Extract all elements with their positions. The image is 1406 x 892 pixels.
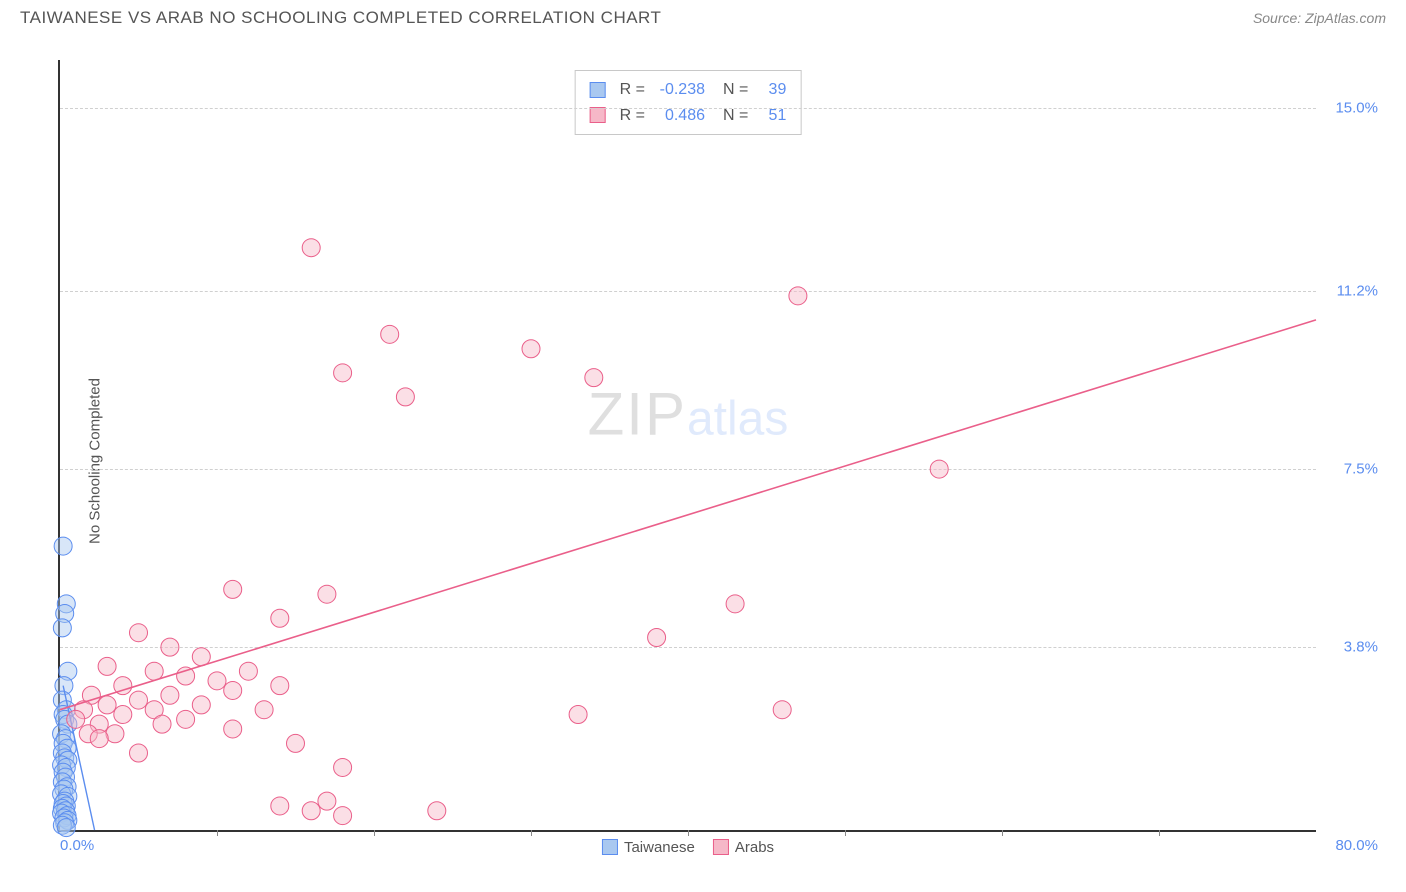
data-point	[569, 706, 587, 724]
data-point	[381, 325, 399, 343]
data-point	[224, 580, 242, 598]
data-point	[90, 730, 108, 748]
data-point	[271, 609, 289, 627]
data-point	[789, 287, 807, 305]
x-origin-label: 0.0%	[60, 837, 94, 854]
data-point	[208, 672, 226, 690]
data-point	[239, 662, 257, 680]
data-point	[53, 619, 71, 637]
data-point	[106, 725, 124, 743]
data-point	[98, 657, 116, 675]
data-point	[726, 595, 744, 613]
data-point	[177, 667, 195, 685]
legend-swatch	[713, 839, 729, 855]
data-point	[224, 720, 242, 738]
data-point	[318, 585, 336, 603]
data-point	[773, 701, 791, 719]
x-tick	[374, 830, 375, 836]
data-point	[930, 460, 948, 478]
data-point	[161, 638, 179, 656]
data-point	[334, 758, 352, 776]
data-point	[522, 340, 540, 358]
trend-line	[60, 320, 1316, 710]
x-max-label: 80.0%	[1335, 837, 1378, 854]
data-point	[318, 792, 336, 810]
y-tick-label: 15.0%	[1335, 100, 1378, 117]
chart-container: No Schooling Completed ZIPatlas 0.0% 80.…	[18, 50, 1386, 872]
legend-item: Arabs	[713, 839, 774, 856]
x-tick	[531, 830, 532, 836]
source-label: Source: ZipAtlas.com	[1253, 10, 1386, 26]
x-tick	[217, 830, 218, 836]
data-point	[192, 696, 210, 714]
data-point	[302, 239, 320, 257]
y-tick-label: 11.2%	[1337, 283, 1378, 300]
x-tick	[1159, 830, 1160, 836]
x-tick	[688, 830, 689, 836]
data-point	[302, 802, 320, 820]
data-point	[177, 710, 195, 728]
data-point	[130, 691, 148, 709]
data-point	[334, 364, 352, 382]
data-point	[130, 624, 148, 642]
y-tick-label: 7.5%	[1344, 461, 1378, 478]
y-tick-label: 3.8%	[1344, 639, 1378, 656]
data-point	[648, 629, 666, 647]
data-point	[57, 819, 75, 837]
data-point	[271, 677, 289, 695]
data-point	[428, 802, 446, 820]
x-tick	[1002, 830, 1003, 836]
legend-item: Taiwanese	[602, 839, 695, 856]
data-point	[287, 734, 305, 752]
bottom-legend: Taiwanese Arabs	[602, 839, 774, 856]
data-point	[67, 710, 85, 728]
data-point	[255, 701, 273, 719]
scatter-svg	[60, 60, 1316, 830]
data-point	[161, 686, 179, 704]
plot-area: ZIPatlas 0.0% 80.0% TaiwaneseArabs R =-0…	[58, 60, 1316, 832]
data-point	[54, 537, 72, 555]
data-point	[98, 696, 116, 714]
data-point	[271, 797, 289, 815]
data-point	[130, 744, 148, 762]
data-point	[114, 706, 132, 724]
data-point	[334, 807, 352, 825]
data-point	[585, 369, 603, 387]
data-point	[153, 715, 171, 733]
legend-swatch	[602, 839, 618, 855]
x-tick	[845, 830, 846, 836]
data-point	[224, 681, 242, 699]
data-point	[396, 388, 414, 406]
data-point	[145, 662, 163, 680]
chart-title: TAIWANESE VS ARAB NO SCHOOLING COMPLETED…	[20, 8, 661, 28]
